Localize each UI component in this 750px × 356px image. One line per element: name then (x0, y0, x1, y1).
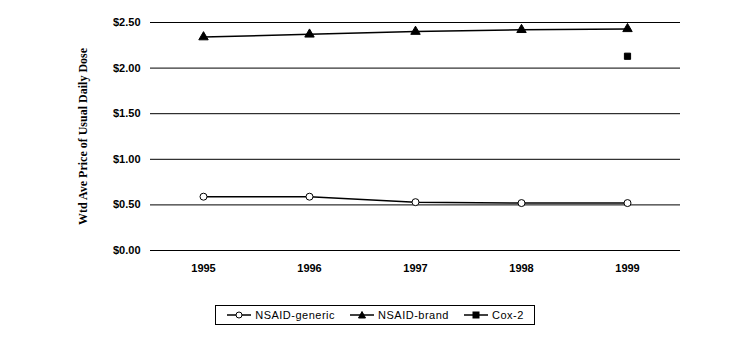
svg-text:$1.50: $1.50 (113, 107, 141, 119)
svg-text:1998: 1998 (509, 262, 533, 274)
svg-text:$1.00: $1.00 (113, 153, 141, 165)
svg-text:1997: 1997 (403, 262, 427, 274)
svg-text:$0.50: $0.50 (113, 198, 141, 210)
svg-text:$2.00: $2.00 (113, 62, 141, 74)
html-text:NSAID-brand: NSAID-brand (378, 309, 449, 321)
svg-text:Wtd Ave Price of Usual Daily D: Wtd Ave Price of Usual Daily Dose (76, 47, 90, 225)
svg-text:$0.00: $0.00 (113, 244, 141, 256)
html-text:NSAID-generic: NSAID-generic (255, 309, 335, 321)
svg-text:1996: 1996 (297, 262, 321, 274)
html-text:Cox-2: Cox-2 (492, 309, 524, 321)
svg-text:$2.50: $2.50 (113, 16, 141, 28)
svg-text:1995: 1995 (191, 262, 215, 274)
svg-text:1999: 1999 (615, 262, 639, 274)
